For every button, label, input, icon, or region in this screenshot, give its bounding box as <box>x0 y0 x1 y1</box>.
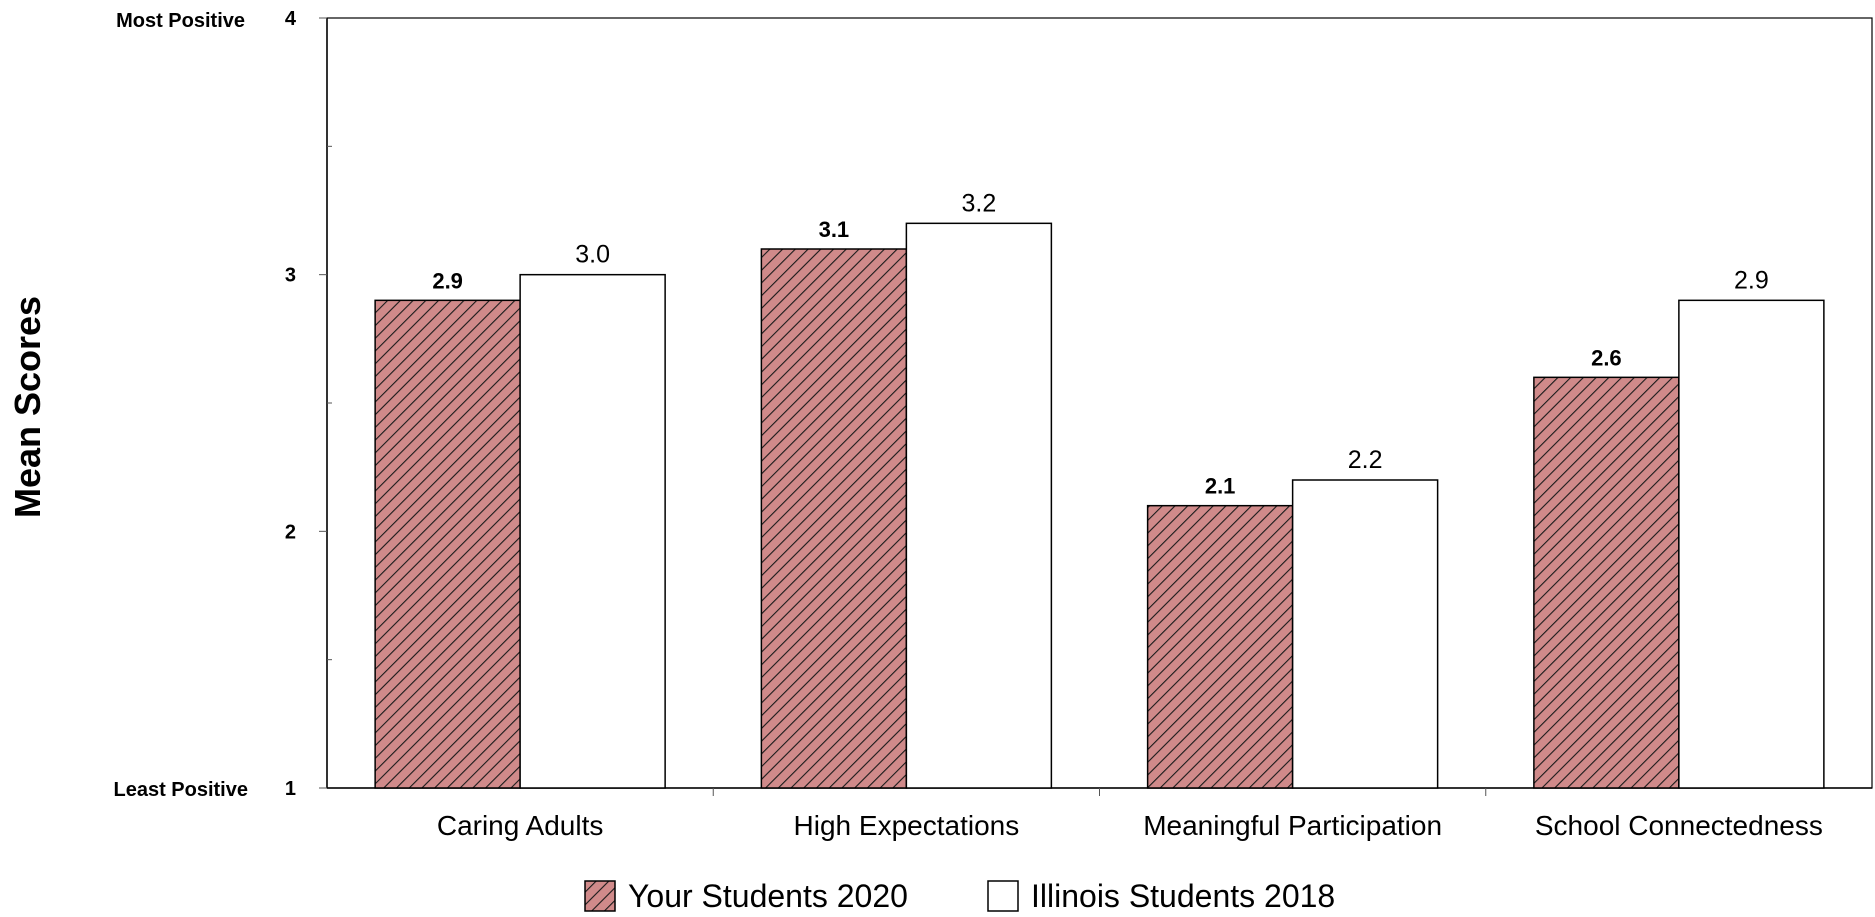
category-label: School Connectedness <box>1535 810 1823 841</box>
bar-illinois-students <box>1291 479 1439 789</box>
y-tick-label: 1 <box>285 778 296 800</box>
legend: Your Students 2020 Illinois Students 2018 <box>584 878 1335 914</box>
y-axis-label: Mean Scores <box>7 296 48 518</box>
bar-your-students <box>1146 504 1294 789</box>
category-labels: Caring Adults High Expectations Meaningful… <box>437 810 1823 841</box>
value-label-illinois-students: 3.0 <box>575 241 610 269</box>
value-label-your-students: 2.1 <box>1205 474 1236 499</box>
y-tick-label: 3 <box>285 265 296 287</box>
bar-your-students <box>760 248 908 789</box>
legend-label-illinois-students: Illinois Students 2018 <box>1031 878 1335 914</box>
bars-group <box>374 222 1825 789</box>
y-tick-label: 2 <box>285 521 296 543</box>
legend-label-your-students: Your Students 2020 <box>628 878 908 914</box>
y-tick-label: 4 <box>285 8 297 30</box>
category-label: Caring Adults <box>437 810 604 841</box>
legend-swatch-your-students <box>584 880 616 912</box>
y-axis-ticks: 1 2 3 4 <box>285 8 332 800</box>
value-label-illinois-students: 2.9 <box>1734 266 1769 294</box>
bar-illinois-students <box>519 273 666 789</box>
legend-swatch-illinois-students <box>987 880 1019 912</box>
value-label-your-students: 2.6 <box>1591 345 1622 370</box>
bar-illinois-students <box>905 222 1053 789</box>
value-label-illinois-students: 3.2 <box>961 189 996 217</box>
category-label: Meaningful Participation <box>1143 810 1442 841</box>
value-labels: 2.9 3.0 3.1 3.2 2.1 2.2 2.6 2.9 <box>432 189 1768 498</box>
y-side-label-top: Most Positive <box>116 10 245 32</box>
value-label-your-students: 2.9 <box>432 268 463 293</box>
bar-your-students <box>1533 376 1680 789</box>
value-label-illinois-students: 2.2 <box>1348 446 1383 474</box>
bar-your-students <box>374 299 521 789</box>
value-label-your-students: 3.1 <box>819 217 850 242</box>
category-label: High Expectations <box>794 810 1020 841</box>
bar-illinois-students <box>1678 299 1825 789</box>
y-side-label-bottom: Least Positive <box>113 779 248 801</box>
